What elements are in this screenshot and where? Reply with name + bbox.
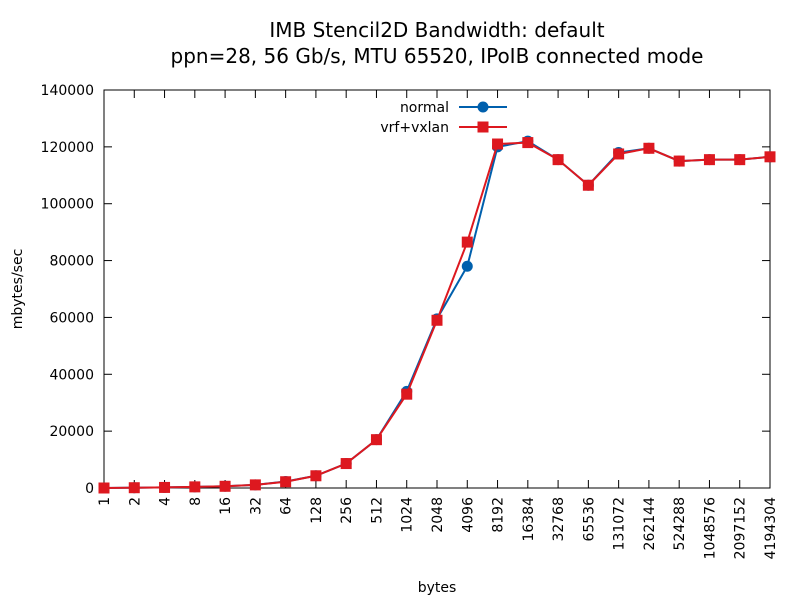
data-point [492, 138, 504, 150]
legend-label: normal [400, 100, 449, 116]
x-tick-label: 131072 [612, 497, 628, 550]
data-point [249, 479, 261, 491]
data-point [522, 137, 534, 149]
legend-label: vrf+vxlan [380, 120, 449, 136]
x-tick-label: 64 [279, 497, 295, 515]
series-vrf-vxlan [98, 137, 776, 494]
data-point [128, 482, 140, 494]
x-axis-label: bytes [418, 580, 457, 596]
x-tick-label: 4096 [460, 497, 476, 533]
y-tick-label: 60000 [49, 310, 94, 326]
series-layer [98, 135, 776, 494]
y-axis-label: mbytes/sec [10, 249, 26, 330]
data-point [613, 148, 625, 160]
y-tick-label: 80000 [49, 254, 94, 270]
x-tick-label: 1048576 [702, 497, 718, 559]
x-tick-label: 512 [369, 497, 385, 524]
x-axis: 1 2 4 8 16 32 64 128 256 512 1024 2048 4096 8192 16384… [97, 90, 779, 559]
x-tick-label: 4 [158, 497, 174, 506]
data-point [734, 154, 746, 166]
y-tick-label: 40000 [49, 367, 94, 383]
data-point [673, 155, 685, 167]
y-tick-label: 100000 [41, 197, 94, 213]
data-point [703, 154, 715, 166]
data-point [431, 314, 443, 326]
x-tick-label: 2048 [430, 497, 446, 533]
x-tick-label: 524288 [672, 497, 688, 550]
data-point [219, 480, 231, 492]
legend: normal vrf+vxlan [380, 100, 507, 136]
data-point [189, 481, 201, 493]
chart-title: IMB Stencil2D Bandwidth: default [269, 18, 604, 42]
data-point [461, 236, 473, 248]
x-tick-label: 32 [248, 497, 264, 515]
x-tick-label: 1 [97, 497, 113, 506]
x-tick-label: 32768 [551, 497, 567, 542]
x-tick-label: 16 [218, 497, 234, 515]
data-point [582, 179, 594, 191]
y-tick-label: 20000 [49, 424, 94, 440]
legend-marker [477, 121, 489, 133]
y-tick-label: 140000 [41, 83, 94, 99]
data-point [280, 476, 292, 488]
data-point [159, 481, 171, 493]
plot-area-frame [103, 89, 771, 489]
data-point [401, 388, 413, 400]
data-point [764, 151, 776, 163]
x-tick-label: 256 [339, 497, 355, 524]
data-point [310, 470, 322, 482]
chart-subtitle: ppn=28, 56 Gb/s, MTU 65520, IPoIB connec… [171, 44, 704, 68]
y-axis: 0 20000 40000 60000 80000 100000 120000 140000 [41, 83, 770, 497]
x-tick-label: 16384 [521, 497, 537, 542]
legend-marker [477, 101, 489, 113]
series-normal [98, 135, 776, 494]
y-tick-label: 0 [85, 481, 94, 497]
data-point [461, 260, 473, 272]
x-tick-label: 65536 [581, 497, 597, 542]
data-point [340, 458, 352, 470]
x-tick-label: 1024 [400, 497, 416, 533]
x-tick-label: 4194304 [763, 497, 779, 559]
x-tick-label: 8192 [491, 497, 507, 533]
y-tick-label: 120000 [41, 140, 94, 156]
x-tick-label: 128 [309, 497, 325, 524]
x-tick-label: 262144 [642, 497, 658, 551]
x-tick-label: 8 [188, 497, 204, 506]
data-point [552, 154, 564, 166]
data-point [643, 142, 655, 154]
data-point [370, 434, 382, 446]
data-point [98, 482, 110, 494]
x-tick-label: 2 [127, 497, 143, 506]
x-tick-label: 2097152 [733, 497, 749, 559]
